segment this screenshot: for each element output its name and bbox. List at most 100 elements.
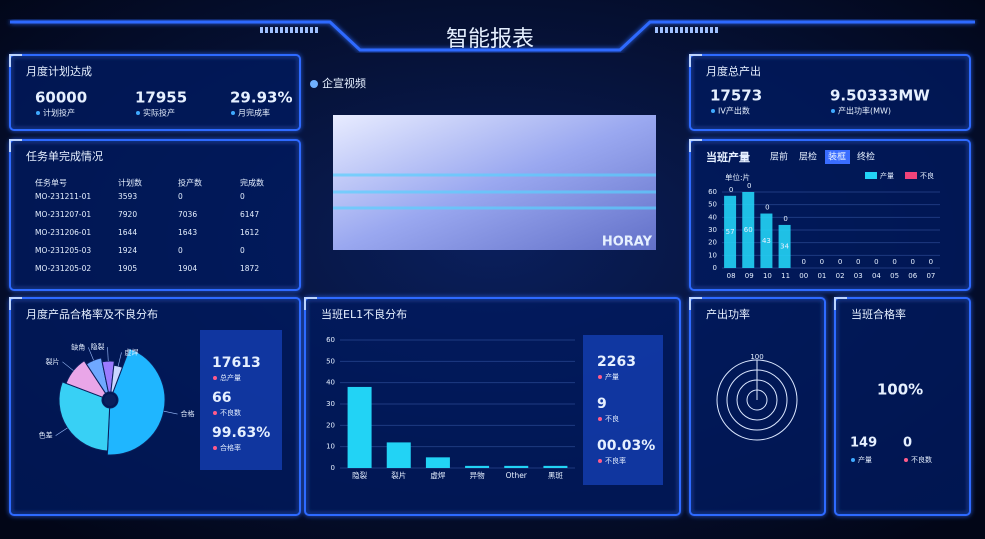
- kpi-value: 17613: [212, 355, 261, 371]
- x-tick-label: 异物: [470, 470, 485, 480]
- gauge-label: 100: [750, 353, 763, 361]
- legend-label: 不良: [920, 171, 934, 180]
- kpi-value: 00.03%: [597, 438, 655, 454]
- kpi-dot: [213, 411, 217, 415]
- pie-label: 缺角: [71, 342, 85, 351]
- kpi-value: 60000: [35, 89, 87, 107]
- y-tick-label: 30: [326, 400, 335, 408]
- bar: [760, 213, 773, 268]
- x-tick-label: 05: [890, 272, 899, 280]
- table-cell: MO-231207-01: [35, 210, 91, 219]
- kpi-dot: [904, 458, 908, 462]
- pie-slice: [65, 359, 107, 398]
- x-tick-label: 10: [763, 272, 772, 280]
- tab[interactable]: 装框: [828, 151, 846, 163]
- bar: [724, 195, 737, 268]
- tab[interactable]: 层前: [770, 151, 788, 163]
- kpi-label: 不良率: [605, 456, 626, 465]
- y-tick-label: 10: [708, 251, 717, 259]
- table-cell: 7036: [178, 210, 197, 219]
- header-title: 智能报表: [446, 27, 534, 52]
- pie-leader: [163, 410, 178, 415]
- panel-frame: [689, 139, 971, 291]
- pie-label: 合格: [181, 409, 195, 418]
- kpi-label: IV产出数: [718, 106, 750, 116]
- bar: [465, 465, 490, 468]
- y-tick-label: 60: [326, 336, 335, 344]
- table-cell: MO-231211-01: [35, 192, 91, 201]
- bar-value: 0: [765, 204, 769, 212]
- kpi-dot: [36, 111, 40, 115]
- bar: [778, 224, 791, 268]
- kpi-dot: [213, 446, 217, 450]
- x-tick-label: 08: [727, 272, 736, 280]
- panel-title: 当班合格率: [851, 307, 906, 321]
- pie-leader: [55, 427, 68, 436]
- table-cell: 0: [240, 246, 245, 255]
- table-cell: 1643: [178, 228, 197, 237]
- panel-title: 月度产品合格率及不良分布: [26, 307, 158, 321]
- x-tick-label: 11: [781, 272, 790, 280]
- legend-swatch: [865, 172, 877, 179]
- x-tick-label: 虚焊: [430, 470, 445, 480]
- table-cell: 1904: [178, 264, 197, 273]
- panel-frame: [9, 54, 301, 131]
- bar-value: 0: [892, 258, 896, 266]
- bar-value: 0: [874, 258, 878, 266]
- x-tick-label: 00: [799, 272, 808, 280]
- kpi-label: 产量: [605, 372, 619, 381]
- y-tick-label: 30: [708, 226, 717, 234]
- y-tick-label: 40: [326, 379, 335, 387]
- panel-frame: [689, 297, 826, 516]
- panel-frame: [9, 139, 301, 291]
- kpi-value: 9.50333MW: [830, 87, 930, 105]
- kpi-label: 计划投产: [43, 108, 75, 118]
- x-tick-label: 06: [908, 272, 917, 280]
- panel-title: 月度计划达成: [26, 64, 92, 78]
- panel-frame: [834, 297, 971, 516]
- table-cell: 7920: [118, 210, 137, 219]
- kpi-label: 实际投产: [143, 108, 175, 118]
- panel-title: 企宣视频: [322, 76, 366, 90]
- bar-value: 0: [838, 258, 842, 266]
- kpi-dot: [711, 109, 715, 113]
- pie-slice: [110, 364, 124, 394]
- y-tick-label: 40: [708, 213, 717, 221]
- pie-label: 裂片: [45, 357, 59, 366]
- pie-label: 隐裂: [91, 342, 105, 351]
- bar-value: 0: [856, 258, 860, 266]
- table-cell: MO-231205-03: [35, 246, 91, 255]
- table-cell: 1644: [118, 228, 137, 237]
- kpi-value: 2263: [597, 354, 636, 370]
- bar: [425, 457, 450, 468]
- table-header: 计划数: [118, 178, 142, 188]
- video-logo: HORAY: [602, 235, 653, 250]
- tab[interactable]: 终检: [857, 151, 875, 163]
- panel-title: 当班产量: [706, 150, 750, 164]
- video-player[interactable]: [333, 115, 656, 250]
- table-cell: MO-231206-01: [35, 228, 91, 237]
- kpi-label: 不良数: [911, 455, 932, 464]
- table-cell: 1924: [118, 246, 137, 255]
- y-tick-label: 20: [708, 239, 717, 247]
- panel-corner: [689, 54, 702, 67]
- bar-value: 0: [729, 186, 733, 194]
- bar-value: 0: [783, 215, 787, 223]
- x-tick-label: 04: [872, 272, 881, 280]
- kpi-value: 66: [212, 390, 231, 406]
- bar-value: 60: [744, 226, 753, 234]
- bar-value: 0: [929, 258, 933, 266]
- table-cell: 0: [178, 192, 183, 201]
- kpi-dot: [831, 109, 835, 113]
- bar-value: 0: [747, 182, 751, 190]
- x-tick-label: 隐裂: [352, 470, 367, 480]
- panel-corner: [689, 297, 702, 310]
- panel-frame: [689, 54, 971, 131]
- x-tick-label: 01: [817, 272, 826, 280]
- tab-highlight[interactable]: [825, 150, 850, 164]
- kpi-value: 29.93%: [230, 89, 292, 107]
- bar: [543, 465, 568, 468]
- tab[interactable]: 层检: [799, 151, 817, 163]
- table-cell: 0: [178, 246, 183, 255]
